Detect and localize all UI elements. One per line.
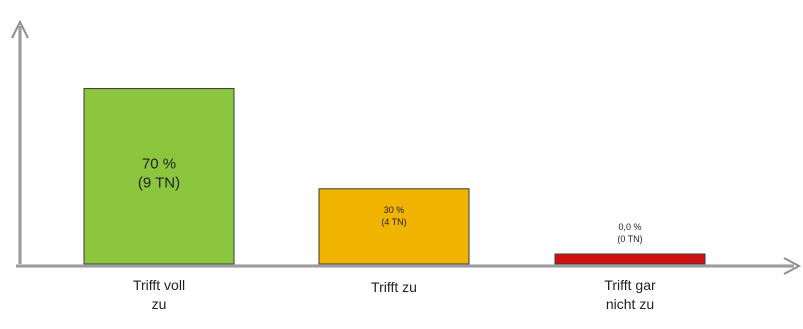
bar-2 [554,253,706,265]
bar-count-label-1: (4 TN) [381,217,406,227]
category-label-2-line-0: Trifft gar [604,277,656,293]
bar-1 [318,188,470,265]
category-label-0-line-0: Trifft voll [133,277,185,293]
category-label-1-line-0: Trifft zu [371,279,417,295]
category-label-2-line-1: nicht zu [606,296,654,312]
bars-group [83,88,706,265]
x-axis-arrow-icon [783,257,802,275]
category-label-0-line-1: zu [152,296,167,312]
bar-value-label-0: 70 % [142,156,176,173]
y-axis-arrow-icon [11,19,29,39]
labels-group: 70 % (9 TN) Trifft voll zu 30 % (4 TN) Trifft … [133,156,656,312]
bar-count-label-0: (9 TN) [138,175,180,192]
bar-count-label-2: (0 TN) [617,234,642,244]
y-axis [11,19,29,266]
x-axis [16,257,802,275]
bar-value-label-2: 0,0 % [618,222,641,232]
bar-0 [83,88,235,265]
bar-value-label-1: 30 % [384,205,405,215]
